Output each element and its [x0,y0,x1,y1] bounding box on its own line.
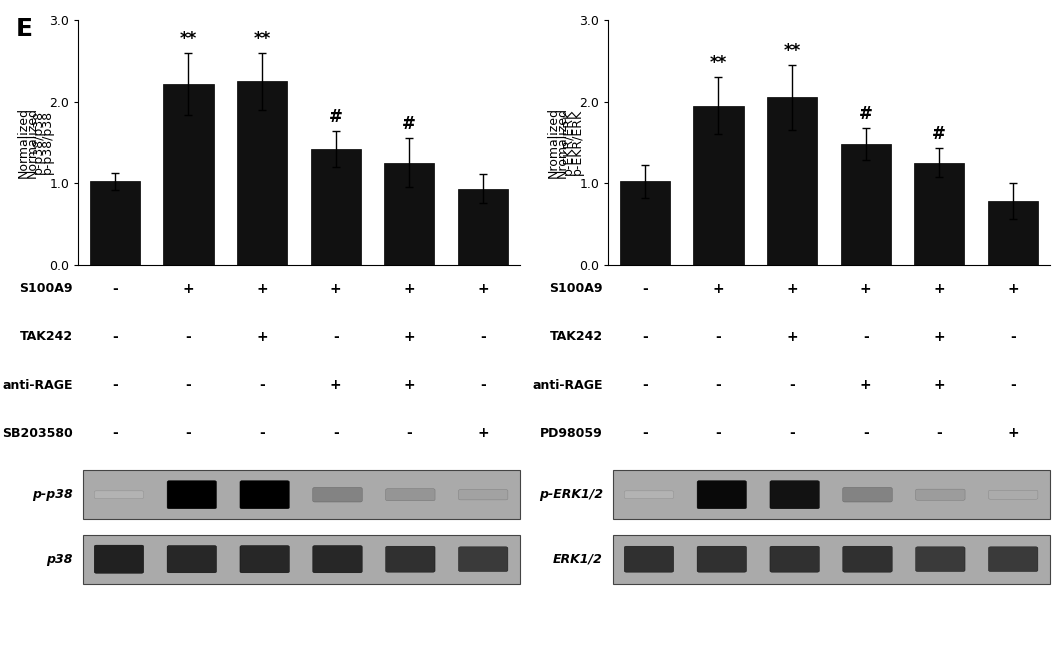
Text: S100A9: S100A9 [19,282,73,295]
Text: p38: p38 [47,553,73,565]
Text: +: + [182,281,194,295]
Text: -: - [260,426,265,440]
Bar [311,149,360,265]
Text: -: - [112,281,118,295]
Bar [458,189,508,265]
Text: -: - [112,378,118,392]
Bar [914,163,965,265]
Bar [620,182,670,265]
Y-axis label: Nromalized
p-EKR/ERK: Nromalized p-EKR/ERK [547,107,575,178]
Bar [90,182,140,265]
Text: Normalized
p-p38/p38: Normalized p-p38/p38 [25,107,53,178]
Text: -: - [863,330,868,344]
Text: #: # [329,108,342,126]
Text: +: + [404,378,416,392]
Bar [693,106,743,265]
Bar [384,163,435,265]
Text: -: - [1010,378,1015,392]
Y-axis label: Normalized
p-p38/p38: Normalized p-p38/p38 [17,107,45,178]
Text: +: + [404,330,416,344]
Text: **: ** [253,29,270,48]
Text: +: + [330,378,341,392]
Text: +: + [934,281,946,295]
Text: -: - [186,330,192,344]
Text: +: + [787,281,798,295]
Text: +: + [257,330,268,344]
Text: -: - [642,426,648,440]
Text: TAK242: TAK242 [550,330,603,344]
Text: -: - [333,330,338,344]
Text: -: - [936,426,942,440]
Text: +: + [477,426,489,440]
Text: -: - [716,330,722,344]
Bar [237,81,287,265]
Text: +: + [404,281,416,295]
Text: -: - [260,378,265,392]
Text: -: - [112,330,118,344]
Text: -: - [480,330,485,344]
Text: +: + [787,330,798,344]
Text: -: - [790,426,795,440]
Text: anti-RAGE: anti-RAGE [532,379,603,392]
Text: -: - [642,330,648,344]
Text: +: + [934,378,946,392]
Text: -: - [112,426,118,440]
Text: p-p38: p-p38 [32,488,73,501]
Text: -: - [186,426,192,440]
Text: **: ** [180,29,197,48]
Text: -: - [716,378,722,392]
Text: ERK1/2: ERK1/2 [553,553,603,565]
Text: TAK242: TAK242 [20,330,73,344]
Text: -: - [406,426,412,440]
Text: -: - [716,426,722,440]
Text: -: - [186,378,192,392]
Text: +: + [257,281,268,295]
Text: Nromalized
p-EKR/ERK: Nromalized p-EKR/ERK [555,107,583,178]
Text: S100A9: S100A9 [549,282,603,295]
Text: -: - [790,378,795,392]
Text: p-ERK1/2: p-ERK1/2 [538,488,603,501]
Text: **: ** [710,54,727,72]
Text: #: # [859,105,872,123]
Text: -: - [642,378,648,392]
Bar [988,201,1038,265]
Text: #: # [933,125,947,143]
Text: -: - [480,378,485,392]
Text: #: # [403,115,417,133]
Text: +: + [1007,281,1019,295]
Text: +: + [860,378,871,392]
Text: E: E [16,17,33,41]
Text: +: + [934,330,946,344]
Text: -: - [1010,330,1015,344]
Bar [841,144,890,265]
Text: -: - [333,426,338,440]
Text: SB203580: SB203580 [2,427,73,440]
Text: -: - [642,281,648,295]
Text: +: + [477,281,489,295]
Text: +: + [712,281,724,295]
Text: PD98059: PD98059 [541,427,603,440]
Text: anti-RAGE: anti-RAGE [2,379,73,392]
Text: +: + [860,281,871,295]
Bar [163,84,213,265]
Text: +: + [1007,426,1019,440]
Text: -: - [863,426,868,440]
Text: **: ** [783,42,800,60]
Bar [767,98,817,265]
Text: +: + [330,281,341,295]
